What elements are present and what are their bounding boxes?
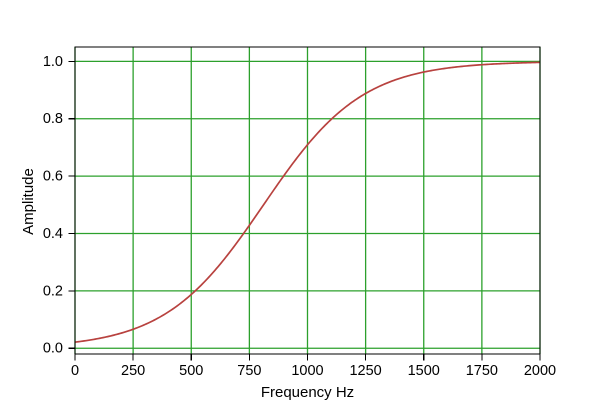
svg-text:0.0: 0.0 — [43, 341, 63, 357]
svg-text:250: 250 — [121, 363, 145, 379]
svg-text:0.4: 0.4 — [43, 226, 63, 242]
svg-text:500: 500 — [179, 363, 203, 379]
svg-text:0: 0 — [71, 363, 79, 379]
svg-text:Frequency Hz: Frequency Hz — [261, 384, 354, 400]
svg-text:1000: 1000 — [291, 363, 323, 379]
svg-text:2000: 2000 — [524, 363, 556, 379]
svg-text:0.8: 0.8 — [43, 111, 63, 127]
svg-text:1750: 1750 — [466, 363, 498, 379]
svg-text:1500: 1500 — [408, 363, 440, 379]
svg-text:Amplitude: Amplitude — [20, 168, 37, 235]
svg-text:1250: 1250 — [349, 363, 381, 379]
svg-text:0.2: 0.2 — [43, 283, 63, 299]
svg-text:0.6: 0.6 — [43, 169, 63, 185]
svg-text:1.0: 1.0 — [43, 54, 63, 70]
svg-text:750: 750 — [237, 363, 261, 379]
